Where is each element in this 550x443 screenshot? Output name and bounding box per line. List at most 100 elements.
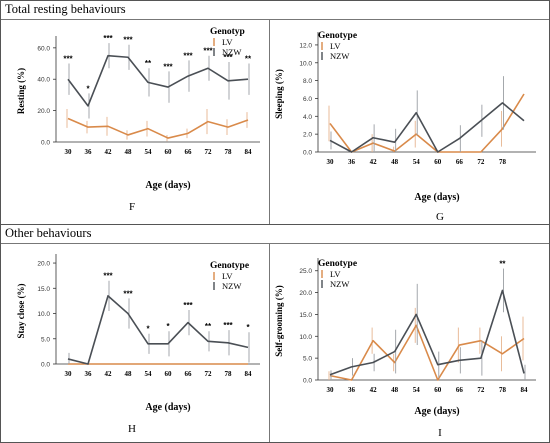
- y-axis-title: Stay close (%): [16, 284, 26, 339]
- x-tick-label: 54: [413, 386, 421, 394]
- series-line-lv: [329, 324, 525, 381]
- x-tick-label: 60: [434, 158, 442, 166]
- x-axis-title: Age (days): [145, 402, 190, 413]
- y-tick-label: 6.0: [303, 96, 312, 103]
- x-tick-label: 66: [185, 148, 193, 156]
- total-resting-section: Total resting behaviours: [0, 0, 550, 226]
- x-tick-label: 48: [391, 386, 399, 394]
- x-tick-label: 60: [434, 386, 442, 394]
- y-tick-label: 0.0: [303, 150, 312, 157]
- significance-marker: ***: [223, 321, 233, 330]
- x-tick-label: 42: [370, 158, 378, 166]
- y-tick-label: 2.0: [303, 132, 312, 139]
- y-tick-label: 12.0: [299, 42, 312, 49]
- y-tick-label: 5.0: [41, 336, 50, 343]
- significance-marker: *: [246, 323, 250, 332]
- y-axis-title: Sleeping (%): [274, 69, 284, 119]
- x-tick-label: 84: [521, 386, 529, 394]
- x-tick-label: 72: [477, 386, 485, 394]
- y-tick-label: 4.0: [303, 114, 312, 121]
- legend-label-nzw: NZW: [222, 281, 241, 291]
- y-tick-label: 0.0: [41, 362, 50, 369]
- legend-label-lv: LV: [330, 41, 341, 51]
- section-title-other-behaviours: Other behaviours: [5, 226, 92, 240]
- x-tick-label: 66: [456, 158, 464, 166]
- panel-letter: H: [128, 423, 136, 435]
- chart-panel-G: 0.0 2.0 4.0 6.0 8.0 10.0 12.0 30 36 42 48 54 60 66 72 7…: [274, 31, 536, 223]
- legend-label-lv: LV: [222, 37, 233, 47]
- section-title-total-resting: Total resting behaviours: [5, 2, 126, 16]
- y-tick-label: 60.0: [37, 45, 50, 52]
- x-tick-label: 48: [391, 158, 399, 166]
- y-tick-label: 10.0: [299, 60, 312, 67]
- y-axis-title: Self-grooming (%): [274, 285, 284, 357]
- x-tick-label: 84: [245, 370, 253, 378]
- significance-marker: ***: [103, 34, 113, 43]
- x-tick-label: 72: [205, 370, 213, 378]
- y-tick-label: 15.0: [299, 312, 312, 319]
- significance-marker: **: [145, 59, 152, 68]
- significance-marker: *: [86, 84, 90, 93]
- section-divider: [1, 19, 549, 20]
- series-line-lv: [329, 93, 525, 153]
- x-tick-label: 54: [413, 158, 421, 166]
- x-tick-label: 84: [245, 148, 253, 156]
- x-tick-label: 30: [327, 158, 335, 166]
- x-tick-label: 78: [225, 148, 233, 156]
- chart-panel-I: 0.0 5.0 10.0 15.0 20.0 25.0 30 36 42 48 54 60 66 72 78…: [274, 258, 536, 439]
- x-tick-label: 42: [105, 148, 113, 156]
- x-tick-label: 36: [348, 386, 356, 394]
- legend-label-nzw: NZW: [222, 47, 241, 57]
- significance-marker: **: [245, 55, 252, 64]
- legend-label-lv: LV: [330, 269, 341, 279]
- panel-separator: [269, 20, 270, 225]
- y-tick-label: 20.0: [37, 261, 50, 268]
- significance-marker: **: [205, 322, 212, 331]
- significance-marker: ***: [103, 272, 113, 281]
- x-tick-label: 78: [225, 370, 233, 378]
- y-tick-label: 0.0: [303, 378, 312, 385]
- x-axis-title: Age (days): [145, 180, 190, 191]
- y-tick-label: 20.0: [37, 108, 50, 115]
- x-axis-title: Age (days): [414, 406, 459, 417]
- x-tick-label: 66: [456, 386, 464, 394]
- x-tick-label: 42: [105, 370, 113, 378]
- y-tick-label: 20.0: [299, 290, 312, 297]
- panel-letter: F: [129, 201, 135, 213]
- x-tick-label: 78: [499, 386, 507, 394]
- significance-marker: ***: [223, 53, 233, 62]
- significance-marker: ***: [123, 36, 133, 45]
- section-divider: [1, 243, 549, 244]
- y-tick-label: 40.0: [37, 77, 50, 84]
- x-tick-label: 54: [145, 148, 153, 156]
- legend-label-lv: LV: [222, 271, 233, 281]
- significance-marker: *: [146, 325, 150, 334]
- legend-title: Genotype: [210, 261, 249, 271]
- significance-marker: ***: [123, 289, 133, 298]
- legend-label-nzw: NZW: [330, 279, 349, 289]
- series-line-nzw: [67, 295, 249, 365]
- legend-label-nzw: NZW: [330, 51, 349, 61]
- y-axis-title: Resting (%): [16, 68, 26, 114]
- x-tick-label: 36: [348, 158, 356, 166]
- significance-marker: ***: [183, 51, 193, 60]
- panel-letter: I: [438, 427, 442, 439]
- x-tick-label: 30: [65, 148, 73, 156]
- y-tick-label: 0.0: [41, 140, 50, 147]
- x-tick-label: 54: [145, 370, 153, 378]
- y-tick-label: 5.0: [303, 356, 312, 363]
- legend-title: Genotype: [318, 31, 357, 41]
- significance-marker: ***: [63, 55, 73, 64]
- panel-separator: [269, 244, 270, 442]
- chart-panel-F: 0.0 20.0 40.0 60.0 30 36 42 48 54 60 66 72 78 84 Age (…: [16, 27, 260, 213]
- chart-panel-H: 0.0 5.0 10.0 15.0 20.0 30 36 42 48 54 60 66 72 78 84 Ag…: [16, 254, 260, 435]
- significance-marker: ***: [183, 301, 193, 310]
- x-tick-label: 30: [65, 370, 73, 378]
- x-tick-label: 42: [370, 386, 378, 394]
- y-tick-label: 25.0: [299, 268, 312, 275]
- x-tick-label: 78: [499, 158, 507, 166]
- significance-marker: **: [499, 260, 506, 269]
- series-line-nzw: [329, 102, 525, 153]
